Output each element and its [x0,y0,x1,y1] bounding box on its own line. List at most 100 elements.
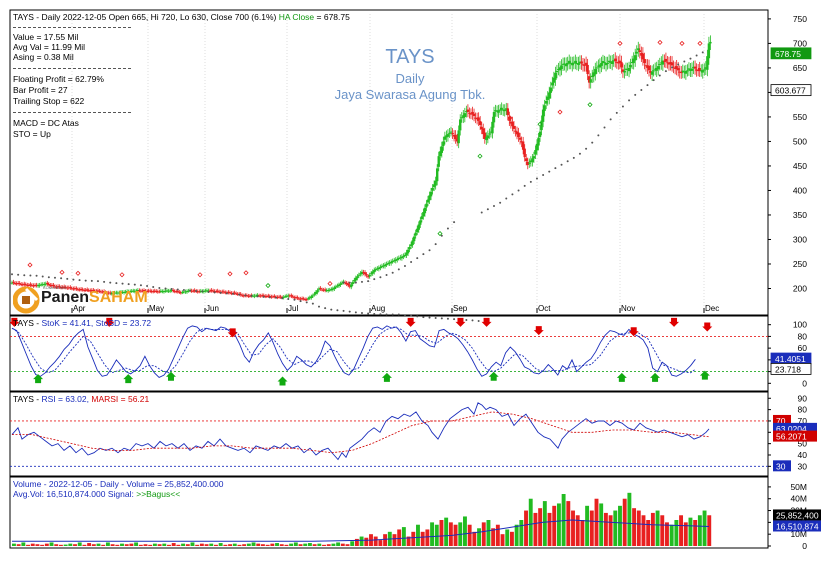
price-last-label-box [770,47,812,60]
rsi-last-label: 70 [776,416,786,426]
candle-body [502,109,505,111]
candle-body [59,287,63,289]
price-y-tick-label: 550 [793,112,807,122]
candle-body [33,285,37,287]
trailing-stop-line-dot [535,177,538,180]
candle-body [541,109,545,122]
candle-body [698,67,701,71]
trailing-stop-line-dot [275,296,278,299]
candle-body [474,117,477,119]
candle-body [620,61,623,68]
candle-body [313,293,316,295]
volume-y-tick-label: 40M [790,494,807,504]
trailing-stop-line-dot [268,296,271,299]
volume-bar [270,543,275,546]
candle-body [707,43,711,59]
trailing-stop-line-dot [477,320,480,323]
volume-bar [143,544,148,546]
candle-body [647,65,651,71]
volume-bar [298,544,303,546]
volume-bar [585,505,590,546]
candle-body [13,283,17,285]
trailing-stop-line-dot [195,289,198,292]
candle-body [489,131,493,133]
trailing-stop-line-dot [403,264,406,267]
volume-bar [209,543,214,546]
candle-body [442,141,445,147]
volume-bar [660,515,665,546]
trailing-stop-line-dot [152,286,155,289]
candle-body [399,257,402,259]
volume-bar [420,531,425,546]
candle-body [548,92,551,99]
candle-body [99,291,103,293]
candle-body [230,292,233,294]
volume-bar [345,544,350,546]
trailing-stop-line-dot [299,300,302,303]
volume-bar [54,544,59,546]
trailing-stop-line-dot [60,277,63,280]
candle-body [492,112,496,123]
candle-body [78,289,81,291]
volume-bar [307,543,312,546]
candle-body [437,156,440,167]
candle-body [580,61,583,64]
candle-body [426,199,430,203]
candle-body [382,265,385,267]
candle-body [317,288,321,290]
candle-body [402,255,405,257]
volume-bar [491,528,496,546]
price-header-main: TAYS - Daily 2022-12-05 Open 665, Hi 720… [13,12,277,22]
volume-bar [279,544,284,546]
candle-body [531,158,534,163]
volume-bar [416,524,420,546]
candle-body [161,291,164,293]
candle-body [452,134,456,137]
volume-bar [289,543,294,546]
volume-bar [204,544,209,546]
volume-last-label-box [773,520,821,532]
candle-body [330,289,333,291]
avg-volume-line [12,519,710,542]
signal-marker [437,231,443,237]
candle-body [434,180,437,186]
rsi-header-prefix: TAYS - [13,394,42,404]
candle-body [138,290,141,292]
volume-y-tick-label: 10M [790,529,807,539]
candle-body [607,60,611,63]
candle-body [409,244,413,247]
candle-body [525,158,528,162]
candle-body [47,284,51,286]
candle-body [224,292,227,294]
trailing-stop-line-dot [354,311,357,314]
candle-body [366,276,370,278]
candle-body [454,134,457,139]
candle-body [182,291,186,293]
volume-bar [378,540,383,546]
trailing-stop-line-dot [440,317,443,320]
volume-bar [284,544,289,546]
trailing-stop-line-dot [548,170,551,173]
trailing-stop-line-dot [72,278,75,281]
buy-arrow [699,370,710,380]
volume-bar [509,531,514,546]
candle-body [357,274,361,276]
candle-body [432,184,436,188]
candle-body [629,64,632,68]
volume-bar [12,543,16,546]
candle-body [466,109,470,112]
volume-bar [120,543,124,546]
sto-text: STO = Up [13,129,51,139]
candle-body [380,266,384,268]
candle-body [459,119,462,131]
trailing-stop-line-dot [634,93,637,96]
volume-bar [613,510,618,546]
trailing-stop-line-dot [486,208,489,211]
candle-body [591,75,594,78]
candle-body [589,79,592,83]
candle-body [468,112,471,114]
trailing-stop-line-dot [213,291,216,294]
volume-bar [195,544,200,546]
buy-arrow [123,374,134,384]
price-last-label: 603.677 [775,86,806,96]
